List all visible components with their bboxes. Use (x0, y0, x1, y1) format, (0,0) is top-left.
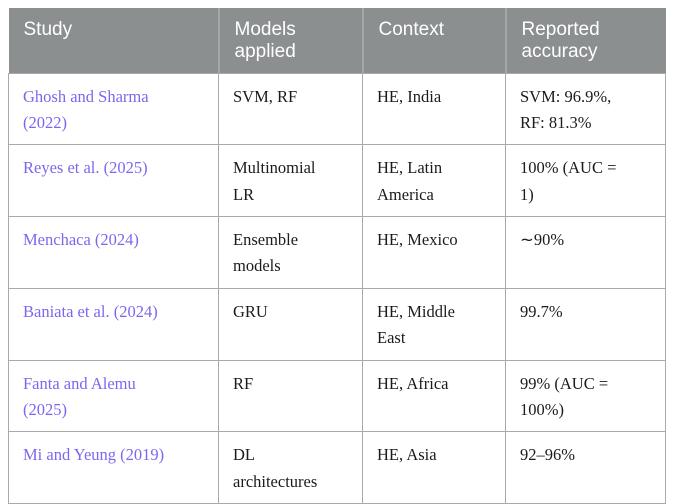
study-citation-link[interactable]: Fanta and Alemu (2025) (23, 373, 136, 420)
studies-table-container: Study Models applied Context Reported accur… (8, 8, 666, 504)
table-row: Menchaca (2024) Ensemble models HE, Mexico… (8, 216, 666, 289)
cell-context: HE, Asia (362, 431, 506, 504)
header-row: Study Models applied Context Reported accur… (8, 8, 666, 73)
table-row: Mi and Yeung (2019) DL architectures HE, A… (8, 431, 666, 504)
table-body: Ghosh and Sharma (2022) SVM, RF HE, India S… (8, 72, 666, 504)
cell-study: Mi and Yeung (2019) (8, 431, 219, 504)
cell-context: HE, Latin America (362, 144, 506, 218)
studies-table: Study Models applied Context Reported accur… (8, 8, 666, 504)
cell-study: Fanta and Alemu (2025) (8, 359, 219, 433)
cell-study: Reyes et al. (2025) (8, 144, 219, 218)
cell-accuracy: 99% (AUC = 100%) (505, 359, 666, 433)
cell-models: GRU (218, 287, 363, 361)
study-citation-link[interactable]: Baniata et al. (2024) (23, 301, 158, 321)
cell-accuracy: 99.7% (505, 287, 666, 361)
cell-accuracy: 100% (AUC = 1) (505, 144, 666, 218)
cell-study: Baniata et al. (2024) (8, 287, 219, 361)
study-citation-link[interactable]: Menchaca (2024) (23, 230, 139, 250)
cell-context: HE, Mexico (362, 216, 506, 289)
table-row: Fanta and Alemu (2025) RF HE, Africa 99% (A… (8, 359, 666, 433)
cell-study: Menchaca (2024) (8, 216, 219, 289)
cell-accuracy: SVM: 96.9%, RF: 81.3% (505, 72, 666, 146)
cell-context: HE, Africa (362, 359, 506, 433)
cell-models: Ensemble models (218, 216, 363, 289)
cell-accuracy: ∼90% (505, 216, 666, 289)
cell-context: HE, India (362, 72, 506, 146)
study-citation-link[interactable]: Ghosh and Sharma (2022) (23, 86, 149, 132)
study-citation-link[interactable]: Reyes et al. (2025) (23, 158, 148, 178)
cell-models: Multinomial LR (218, 144, 363, 218)
cell-study: Ghosh and Sharma (2022) (8, 72, 219, 146)
column-header-study: Study (8, 8, 219, 73)
column-header-context: Context (361, 8, 506, 73)
column-header-accuracy: Reported accuracy (504, 8, 666, 73)
cell-models: RF (218, 359, 363, 433)
cell-models: SVM, RF (218, 72, 363, 146)
cell-accuracy: 92–96% (505, 431, 666, 504)
column-header-models: Models applied (217, 8, 363, 73)
table-row: Baniata et al. (2024) GRU HE, Middle East 9… (8, 287, 666, 361)
table-row: Ghosh and Sharma (2022) SVM, RF HE, India S… (8, 72, 666, 146)
cell-context: HE, Middle East (362, 287, 506, 361)
cell-models: DL architectures (218, 431, 363, 504)
study-citation-link[interactable]: Mi and Yeung (2019) (23, 445, 165, 465)
table-row: Reyes et al. (2025) Multinomial LR HE, Lat… (8, 144, 666, 218)
